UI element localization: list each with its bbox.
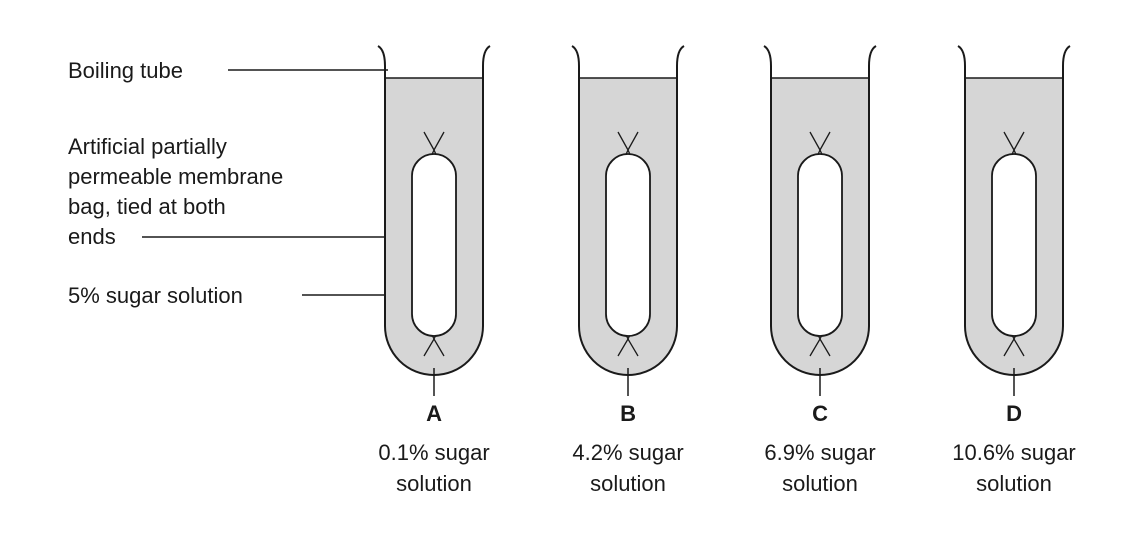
tube-concentration: 0.1% sugar [378, 440, 489, 465]
label-boiling-tube: Boiling tube [68, 58, 183, 83]
tube-letter: D [1006, 401, 1022, 426]
tube-concentration: 6.9% sugar [764, 440, 875, 465]
membrane-bag [606, 154, 650, 336]
tube-c: C 6.9% sugar solution [764, 46, 876, 496]
tube-concentration-unit: solution [976, 471, 1052, 496]
tube-a: A 0.1% sugar solution [378, 46, 490, 496]
tube-b: B 4.2% sugar solution [572, 46, 684, 496]
label-inner-solution: 5% sugar solution [68, 283, 243, 308]
label-membrane-line-1: Artificial partially [68, 134, 227, 159]
tube-letter: A [426, 401, 442, 426]
tube-concentration-unit: solution [782, 471, 858, 496]
tube-concentration-unit: solution [396, 471, 472, 496]
membrane-bag [992, 154, 1036, 336]
label-membrane-line-2: permeable membrane [68, 164, 283, 189]
label-membrane-line-3: bag, tied at both [68, 194, 226, 219]
tube-concentration-unit: solution [590, 471, 666, 496]
tube-letter: C [812, 401, 828, 426]
tube-letter: B [620, 401, 636, 426]
membrane-bag [798, 154, 842, 336]
label-membrane-line-4: ends [68, 224, 116, 249]
tube-concentration: 10.6% sugar [952, 440, 1076, 465]
label-group: Boiling tube Artificial partially permea… [68, 58, 432, 308]
tube-d: D 10.6% sugar solution [952, 46, 1076, 496]
tube-concentration: 4.2% sugar [572, 440, 683, 465]
membrane-bag [412, 154, 456, 336]
